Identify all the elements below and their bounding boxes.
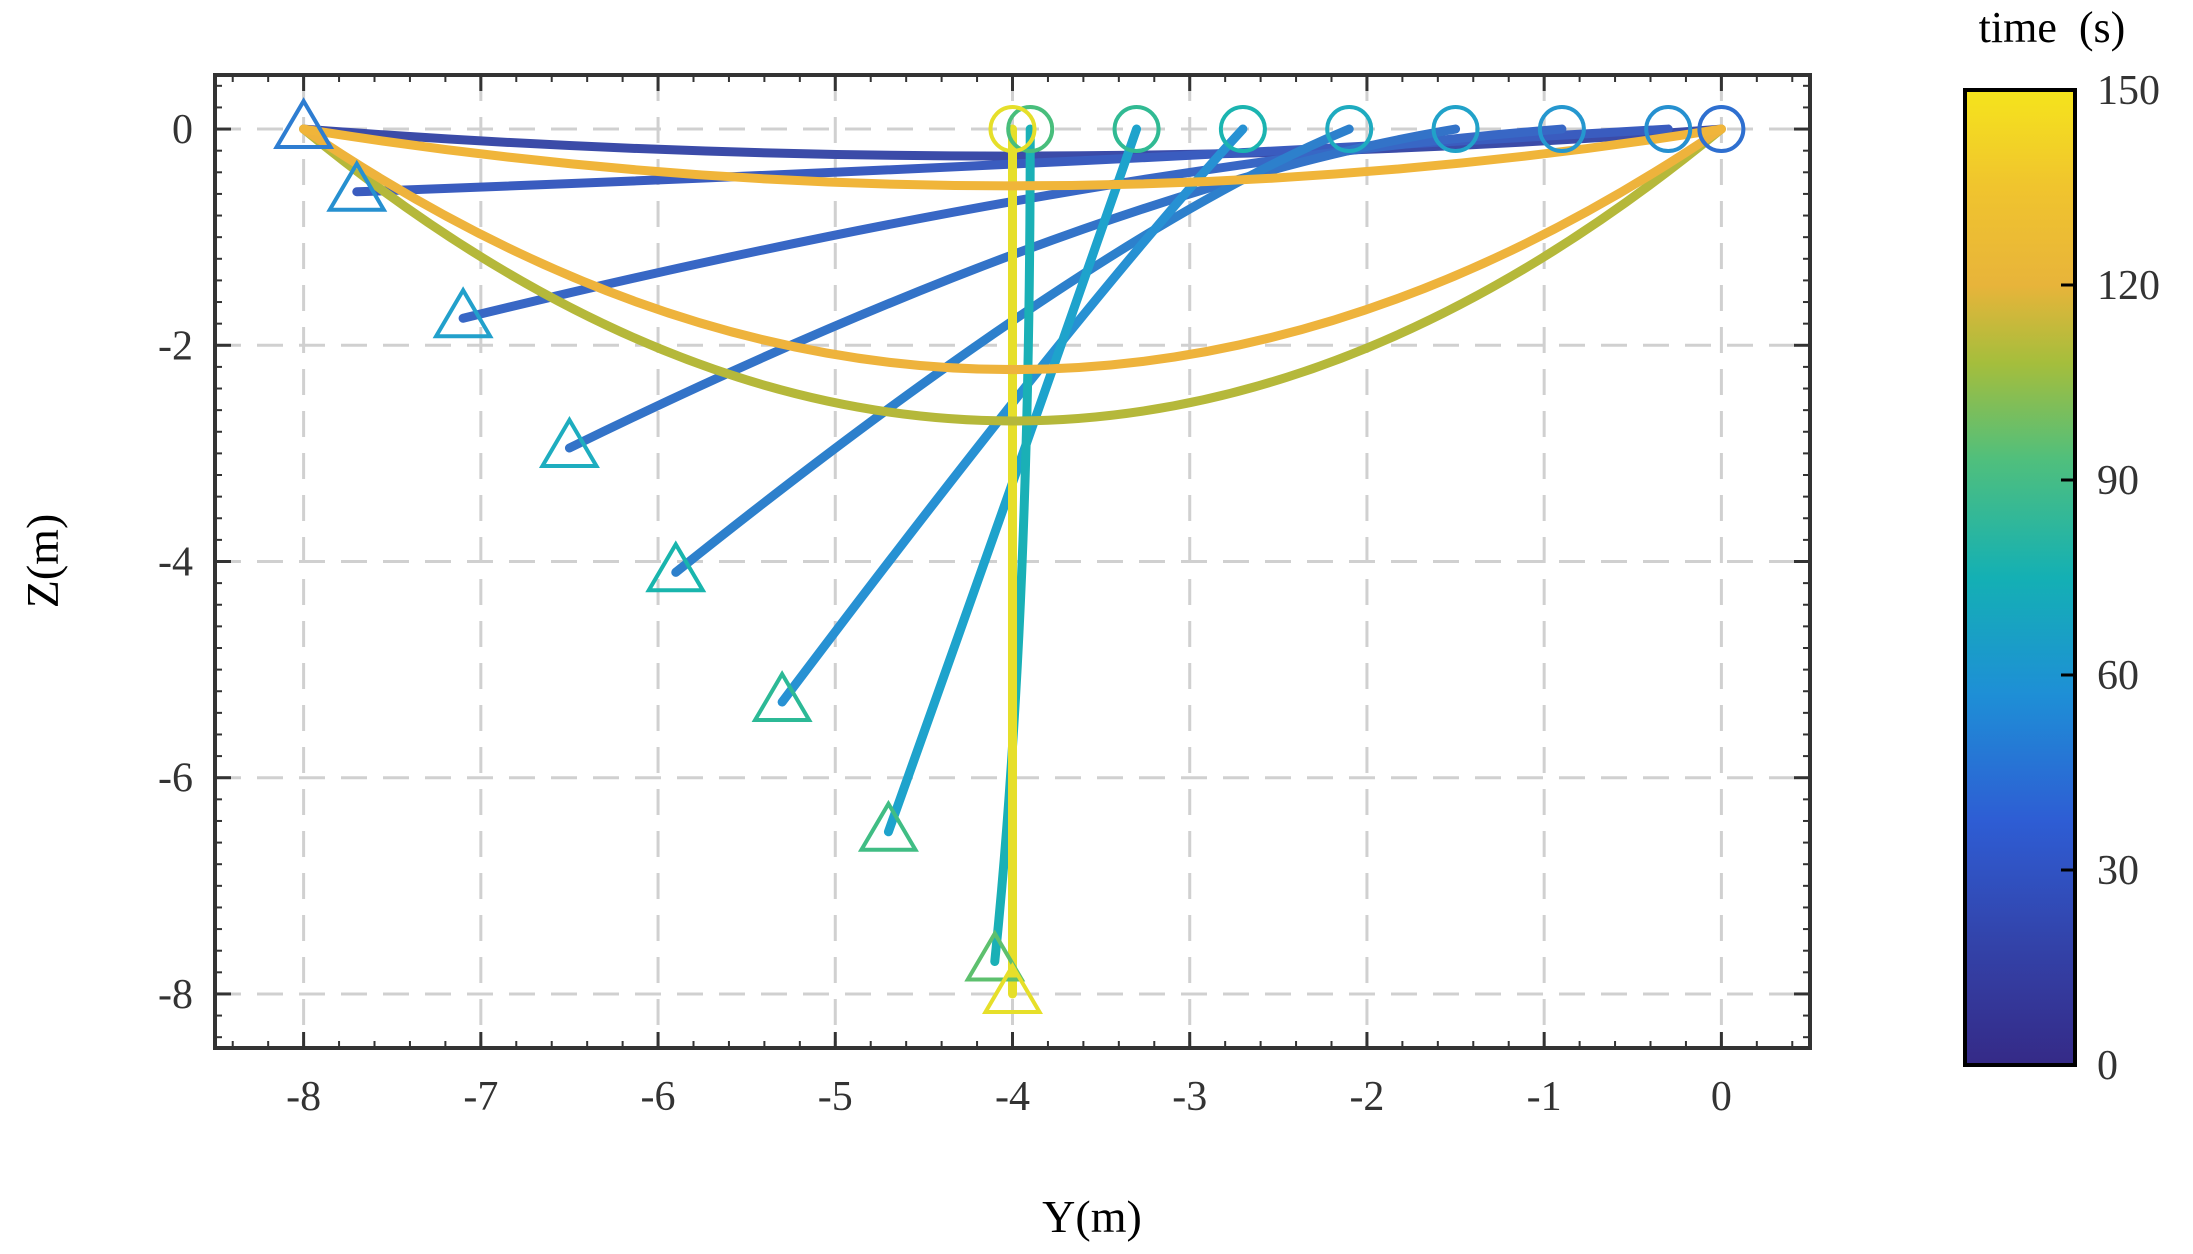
start-marker-circle bbox=[988, 105, 1037, 154]
series-line-t=110 bbox=[299, 124, 1726, 426]
y-axis-label: Z(m) bbox=[17, 514, 68, 609]
start-marker-circle bbox=[1644, 105, 1693, 154]
colorbar-tick-label: 30 bbox=[2097, 848, 2139, 894]
start-marker-circle bbox=[1218, 105, 1267, 154]
y-tick-label: -4 bbox=[158, 540, 193, 586]
axis-ticks: -8 -7 -6 -5 -4 -3 -2 -1 0 0 -2 -4 -6 -8 bbox=[158, 75, 1810, 1120]
x-tick-label: -1 bbox=[1527, 1074, 1562, 1120]
y-tick-label: -6 bbox=[158, 756, 193, 802]
start-marker-circle bbox=[1325, 105, 1374, 154]
end-marker-triangle bbox=[273, 97, 335, 150]
colorbar-tick-label: 120 bbox=[2097, 263, 2160, 309]
start-marker-circle bbox=[1697, 105, 1746, 154]
x-tick-label: -2 bbox=[1349, 1074, 1384, 1120]
colorbar-tick-label: 60 bbox=[2097, 653, 2139, 699]
x-tick-label: -3 bbox=[1172, 1074, 1207, 1120]
end-marker-triangle bbox=[326, 159, 388, 212]
y-tick-label: -8 bbox=[158, 972, 193, 1018]
series-line-t=70 bbox=[990, 124, 1035, 967]
colorbar: 0 30 60 90 120 150 time (s) bbox=[1963, 3, 2160, 1089]
markers bbox=[273, 97, 1746, 1014]
x-tick-label: -4 bbox=[995, 1074, 1030, 1120]
colorbar-ticks: 0 30 60 90 120 150 bbox=[2061, 68, 2160, 1089]
end-marker-triangle bbox=[751, 670, 813, 723]
end-marker-triangle bbox=[857, 799, 919, 852]
end-marker-triangle bbox=[538, 416, 600, 468]
colorbar-tick-label: 90 bbox=[2097, 458, 2139, 504]
series-line-t=120 bbox=[299, 124, 1726, 374]
start-marker-circle bbox=[1112, 105, 1161, 154]
end-marker-triangle bbox=[982, 961, 1043, 1014]
colorbar-title: time (s) bbox=[1979, 3, 2126, 52]
colorbar-tick-label: 0 bbox=[2097, 1043, 2118, 1089]
colorbar-gradient bbox=[1963, 88, 2077, 1067]
x-tick-label: 0 bbox=[1711, 1074, 1732, 1120]
end-marker-triangle bbox=[432, 286, 494, 339]
x-tick-label: -6 bbox=[641, 1074, 676, 1120]
start-marker-circle bbox=[1431, 105, 1480, 154]
x-tick-label: -5 bbox=[818, 1074, 853, 1120]
series-line-t=130 bbox=[299, 124, 1726, 191]
x-axis-label: Y(m) bbox=[1042, 1191, 1142, 1242]
y-tick-label: -2 bbox=[158, 323, 193, 369]
end-marker-triangle bbox=[645, 540, 707, 593]
start-marker-circle bbox=[1006, 105, 1055, 154]
y-tick-label: 0 bbox=[172, 107, 193, 153]
series-line-t=20 bbox=[458, 124, 1567, 323]
end-marker-triangle bbox=[964, 929, 1026, 982]
series-line-t=40 bbox=[671, 124, 1354, 577]
colorbar-tick-label: 150 bbox=[2097, 68, 2160, 114]
x-tick-label: -7 bbox=[463, 1074, 498, 1120]
start-marker-circle bbox=[1537, 105, 1586, 154]
x-tick-label: -8 bbox=[286, 1074, 321, 1120]
